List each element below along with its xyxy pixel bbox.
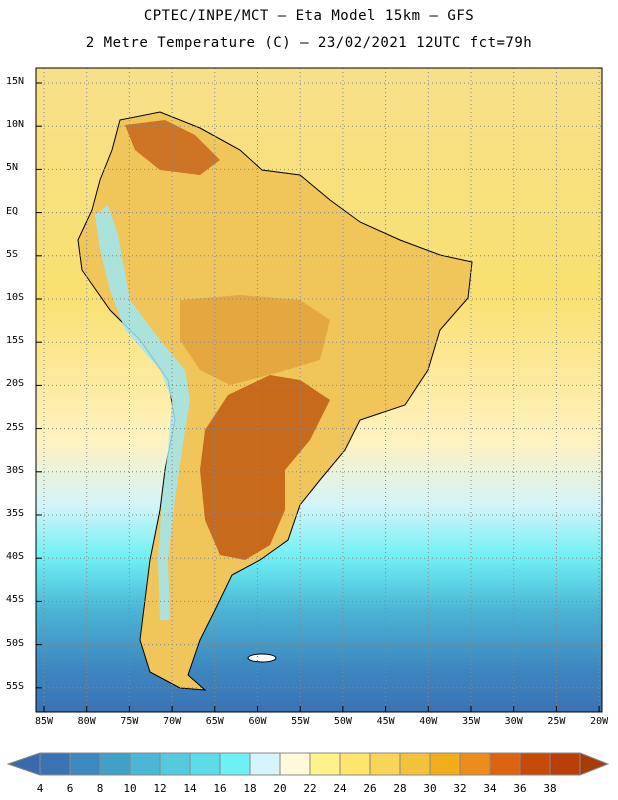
colorbar-label: 14 bbox=[183, 782, 197, 795]
map-title: CPTEC/INPE/MCT – Eta Model 15km – GFS bbox=[143, 8, 475, 24]
lat-label: 15S bbox=[6, 335, 25, 347]
lon-label: 80W bbox=[77, 716, 96, 727]
colorbar-label: 34 bbox=[483, 782, 497, 795]
colorbar-swatch bbox=[339, 752, 371, 776]
colorbar-label: 20 bbox=[273, 782, 287, 795]
colorbar-swatch bbox=[129, 752, 161, 776]
colorbar bbox=[6, 752, 610, 776]
lon-label: 40W bbox=[419, 716, 438, 727]
lat-label: 25S bbox=[6, 421, 25, 433]
falklands-island bbox=[247, 653, 277, 663]
lat-label: 35S bbox=[6, 508, 25, 519]
colorbar-swatch bbox=[99, 752, 131, 776]
colorbar-label: 36 bbox=[513, 782, 527, 795]
lon-label: 50W bbox=[333, 716, 352, 727]
lat-label: EQ bbox=[6, 205, 19, 217]
lat-label: 5N bbox=[6, 162, 19, 174]
colorbar-label: 24 bbox=[333, 782, 347, 795]
colorbar-swatch bbox=[459, 752, 491, 776]
colorbar-label: 10 bbox=[123, 782, 137, 795]
lon-label: 55W bbox=[291, 716, 310, 727]
colorbar-label: 26 bbox=[363, 782, 377, 795]
grid-lines bbox=[36, 68, 602, 712]
colorbar-label: 32 bbox=[453, 782, 467, 795]
colorbar-swatch bbox=[309, 752, 341, 776]
lat-label: 15N bbox=[6, 76, 25, 87]
lon-label: 20W bbox=[590, 716, 609, 727]
colorbar-label: 16 bbox=[213, 782, 227, 795]
lon-label: 75W bbox=[120, 716, 139, 727]
lat-label: 10S bbox=[6, 292, 25, 303]
colorbar-low-arrow bbox=[6, 752, 41, 776]
colorbar-swatch bbox=[279, 752, 311, 776]
lat-label: 20S bbox=[6, 378, 25, 390]
colorbar-swatch bbox=[429, 752, 461, 776]
colorbar-label: 8 bbox=[96, 782, 104, 795]
hot-region bbox=[200, 375, 330, 560]
colorbar-label: 30 bbox=[423, 782, 437, 795]
map-subtitle: 2 Metre Temperature (C) – 23/02/2021 12U… bbox=[85, 35, 533, 51]
colorbar-swatch bbox=[519, 752, 551, 776]
axis-ticks bbox=[36, 82, 600, 712]
lon-label: 35W bbox=[461, 716, 481, 727]
lat-label: 5S bbox=[6, 248, 19, 260]
colorbar-label: 22 bbox=[303, 782, 317, 795]
lon-label: 85W bbox=[34, 716, 54, 727]
lon-label: 60W bbox=[248, 716, 267, 727]
lat-label: 40S bbox=[6, 551, 25, 563]
lat-label: 50S bbox=[6, 637, 25, 649]
colorbar-label: 12 bbox=[153, 782, 167, 795]
north-hot-region bbox=[125, 120, 220, 175]
lat-label: 45S bbox=[6, 594, 25, 606]
colorbar-swatch bbox=[189, 752, 221, 776]
colorbar-swatch bbox=[399, 752, 431, 776]
lat-label: 30S bbox=[6, 464, 25, 476]
warm-region bbox=[180, 295, 330, 385]
colorbar-label: 6 bbox=[66, 782, 74, 795]
colorbar-swatch bbox=[489, 752, 521, 776]
colorbar-label: 28 bbox=[393, 782, 407, 795]
lon-label: 25W bbox=[547, 716, 566, 727]
colorbar-swatch bbox=[249, 752, 281, 776]
lon-label: 70W bbox=[163, 716, 182, 727]
lon-label: 45W bbox=[376, 716, 395, 727]
colorbar-swatch bbox=[69, 752, 101, 776]
lat-label: 10N bbox=[6, 119, 25, 131]
colorbar-swatch bbox=[219, 752, 251, 776]
colorbar-high-arrow bbox=[579, 752, 610, 776]
colorbar-label: 38 bbox=[543, 782, 557, 795]
colorbar-swatch bbox=[549, 752, 581, 776]
colorbar-label: 18 bbox=[243, 782, 257, 795]
lon-label: 65W bbox=[205, 716, 224, 727]
andes-cool-strip bbox=[95, 205, 190, 620]
colorbar-swatch bbox=[159, 752, 191, 776]
lon-label: 30W bbox=[504, 716, 523, 727]
map-frame bbox=[35, 67, 603, 713]
lat-label: 55S bbox=[6, 680, 25, 692]
colorbar-swatch bbox=[369, 752, 401, 776]
colorbar-swatch bbox=[39, 752, 71, 776]
colorbar-label: 4 bbox=[36, 782, 44, 795]
